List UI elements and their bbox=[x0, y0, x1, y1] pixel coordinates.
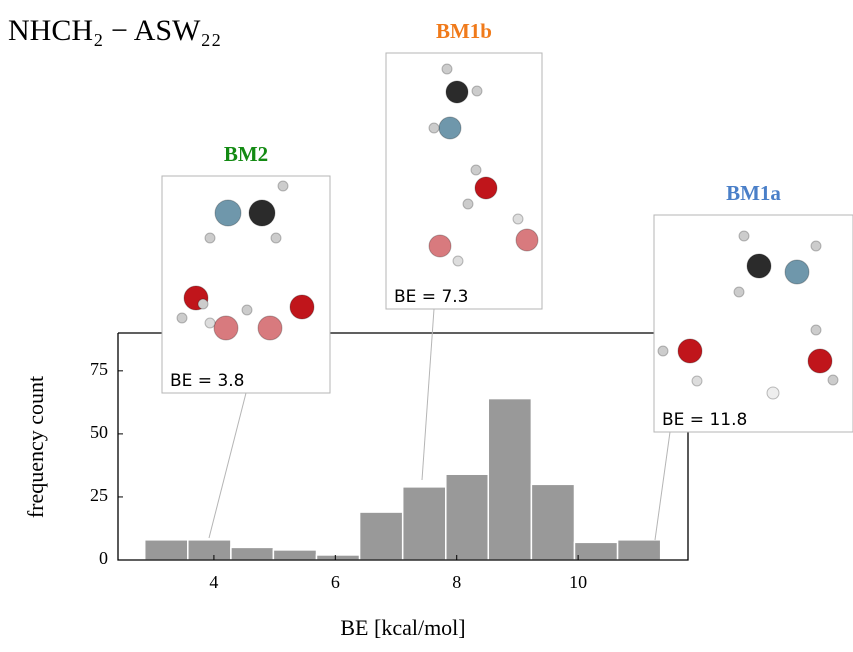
atom bbox=[214, 316, 238, 340]
atom bbox=[258, 316, 282, 340]
atom bbox=[463, 199, 473, 209]
bar bbox=[574, 542, 617, 560]
inset-frame bbox=[654, 215, 853, 432]
atom bbox=[472, 86, 482, 96]
bar bbox=[316, 555, 359, 560]
x-tick-label: 10 bbox=[569, 572, 587, 592]
inset-title: BM1a bbox=[726, 181, 781, 205]
atom bbox=[739, 231, 749, 241]
atom bbox=[198, 299, 208, 309]
x-tick-label: 8 bbox=[452, 572, 461, 592]
atom bbox=[215, 200, 241, 226]
atom bbox=[658, 346, 668, 356]
y-tick-label: 75 bbox=[90, 359, 108, 379]
atom bbox=[205, 318, 215, 328]
annotation-connector bbox=[209, 393, 246, 538]
annotation-connector bbox=[422, 309, 434, 480]
atom bbox=[828, 375, 838, 385]
bar bbox=[188, 540, 231, 560]
atom bbox=[678, 339, 702, 363]
inset-title: BM2 bbox=[224, 142, 268, 166]
atom bbox=[734, 287, 744, 297]
bar bbox=[618, 540, 661, 560]
atom bbox=[692, 376, 702, 386]
atom bbox=[429, 235, 451, 257]
y-tick-label: 25 bbox=[90, 485, 108, 505]
atom bbox=[471, 165, 481, 175]
atom bbox=[177, 313, 187, 323]
bar bbox=[531, 484, 574, 560]
y-axis-label: frequency count bbox=[23, 376, 48, 518]
atom bbox=[205, 233, 215, 243]
atom bbox=[290, 295, 314, 319]
chart-title: NHCH₂ − ASW₂₂ bbox=[8, 14, 221, 47]
bar bbox=[145, 540, 188, 560]
atom bbox=[513, 214, 523, 224]
inset-frame bbox=[162, 176, 330, 393]
chart: NHCH₂ − ASW₂₂ BE [kcal/mol] frequency co… bbox=[0, 0, 853, 647]
bar bbox=[273, 550, 316, 560]
y-tick-label: 50 bbox=[90, 422, 108, 442]
binding-energy-label: BE = 11.8 bbox=[662, 410, 747, 430]
bar bbox=[231, 547, 273, 560]
bar bbox=[446, 474, 488, 560]
inset-title: BM1b bbox=[436, 19, 492, 43]
atom bbox=[278, 181, 288, 191]
annotation-connector bbox=[655, 432, 670, 540]
atom bbox=[808, 349, 832, 373]
atom bbox=[446, 81, 468, 103]
binding-energy-label: BE = 7.3 bbox=[394, 287, 469, 307]
atom bbox=[439, 117, 461, 139]
atom bbox=[249, 200, 275, 226]
atom bbox=[271, 233, 281, 243]
binding-energy-label: BE = 3.8 bbox=[170, 371, 245, 391]
y-tick-label: 0 bbox=[99, 548, 108, 568]
x-tick-label: 6 bbox=[331, 572, 340, 592]
atom bbox=[475, 177, 497, 199]
atom bbox=[811, 241, 821, 251]
atom bbox=[811, 325, 821, 335]
bar bbox=[360, 512, 403, 560]
x-tick-label: 4 bbox=[209, 572, 218, 592]
atom bbox=[429, 123, 439, 133]
atom bbox=[767, 387, 779, 399]
bar bbox=[488, 399, 531, 560]
atom bbox=[747, 254, 771, 278]
atom bbox=[442, 64, 452, 74]
atom bbox=[516, 229, 538, 251]
x-axis-label: BE [kcal/mol] bbox=[340, 615, 465, 640]
atom bbox=[785, 260, 809, 284]
bar bbox=[403, 487, 446, 560]
atom bbox=[453, 256, 463, 266]
atom bbox=[242, 305, 252, 315]
